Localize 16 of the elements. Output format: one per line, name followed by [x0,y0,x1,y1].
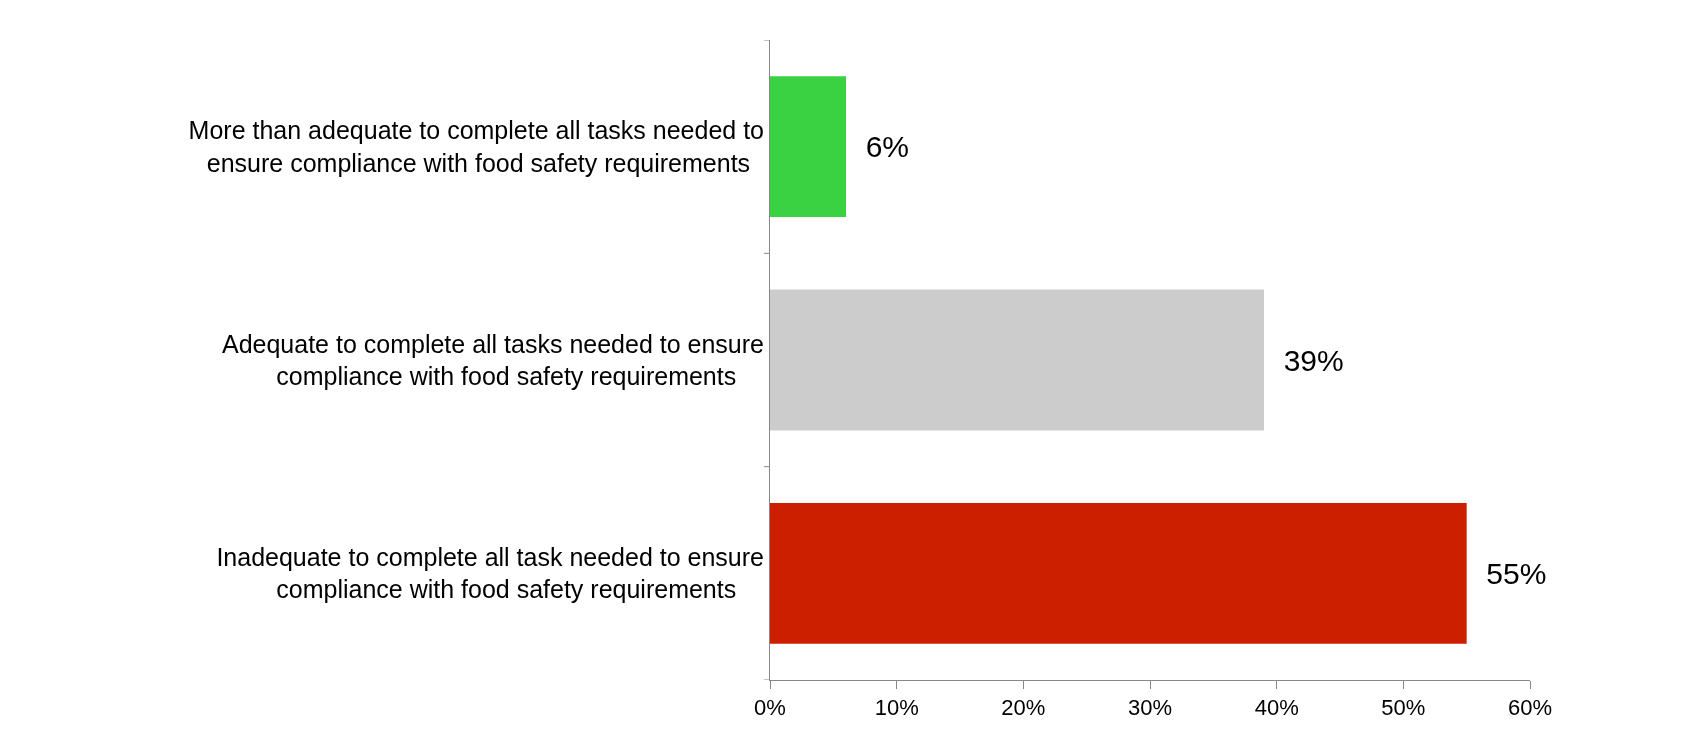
bar [770,289,1264,431]
x-tick-label: 0% [754,695,786,721]
bar [770,502,1467,644]
y-tick-label: Adequate to complete all tasks needed to ensure compliance with food safety requirements [221,329,764,390]
x-tick-label: 40% [1254,695,1299,721]
data-label: 6% [849,130,910,164]
x-tick-label: 20% [1001,695,1046,721]
y-tick-label: More than adequate to complete all tasks needed to ensure compliance with food safety requirements [188,116,764,177]
x-tick-label: 60% [1507,695,1553,721]
bar [770,76,846,218]
x-tick-label: 50% [1381,695,1426,721]
x-tick-label: 10% [874,695,919,721]
x-tick-label: 30% [1127,695,1173,721]
data-label: 55% [1469,556,1547,590]
data-label: 39% [1267,343,1344,377]
y-tick-label: Inadequate to complete all task needed to ensure compliance with food safety requirements [216,542,764,604]
